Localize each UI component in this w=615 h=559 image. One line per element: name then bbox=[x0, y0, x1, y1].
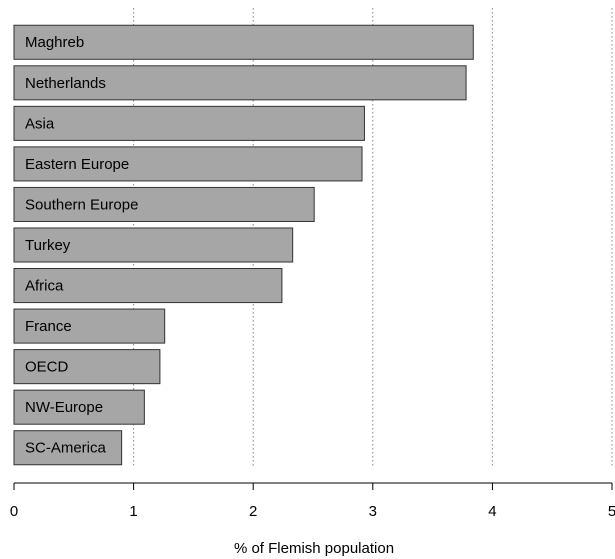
bar bbox=[13, 65, 467, 101]
x-tick-label: 2 bbox=[249, 503, 257, 520]
x-tick-label: 0 bbox=[10, 503, 18, 520]
x-tick-label: 3 bbox=[369, 503, 377, 520]
bar bbox=[13, 146, 363, 182]
bar bbox=[13, 24, 474, 60]
x-axis-label: % of Flemish population bbox=[234, 540, 394, 557]
bar bbox=[13, 186, 315, 222]
category-label: Turkey bbox=[25, 237, 71, 254]
category-label: France bbox=[25, 318, 72, 335]
category-label: Africa bbox=[25, 278, 64, 295]
bar bbox=[13, 308, 166, 344]
category-label: SC-America bbox=[25, 440, 107, 457]
bar bbox=[13, 430, 123, 466]
bar bbox=[13, 105, 365, 141]
bar bbox=[13, 268, 283, 304]
category-label: Netherlands bbox=[25, 75, 106, 92]
category-label: Asia bbox=[25, 115, 55, 132]
bar bbox=[13, 389, 145, 425]
bar bbox=[13, 349, 161, 385]
x-tick-label: 4 bbox=[488, 503, 496, 520]
bar bbox=[13, 227, 294, 263]
category-label: OECD bbox=[25, 359, 69, 376]
category-label: Maghreb bbox=[25, 34, 84, 51]
x-tick-label: 5 bbox=[608, 503, 615, 520]
category-label: NW-Europe bbox=[25, 399, 103, 416]
x-tick-label: 1 bbox=[129, 503, 137, 520]
category-label: Eastern Europe bbox=[25, 156, 129, 173]
category-label: Southern Europe bbox=[25, 196, 138, 213]
